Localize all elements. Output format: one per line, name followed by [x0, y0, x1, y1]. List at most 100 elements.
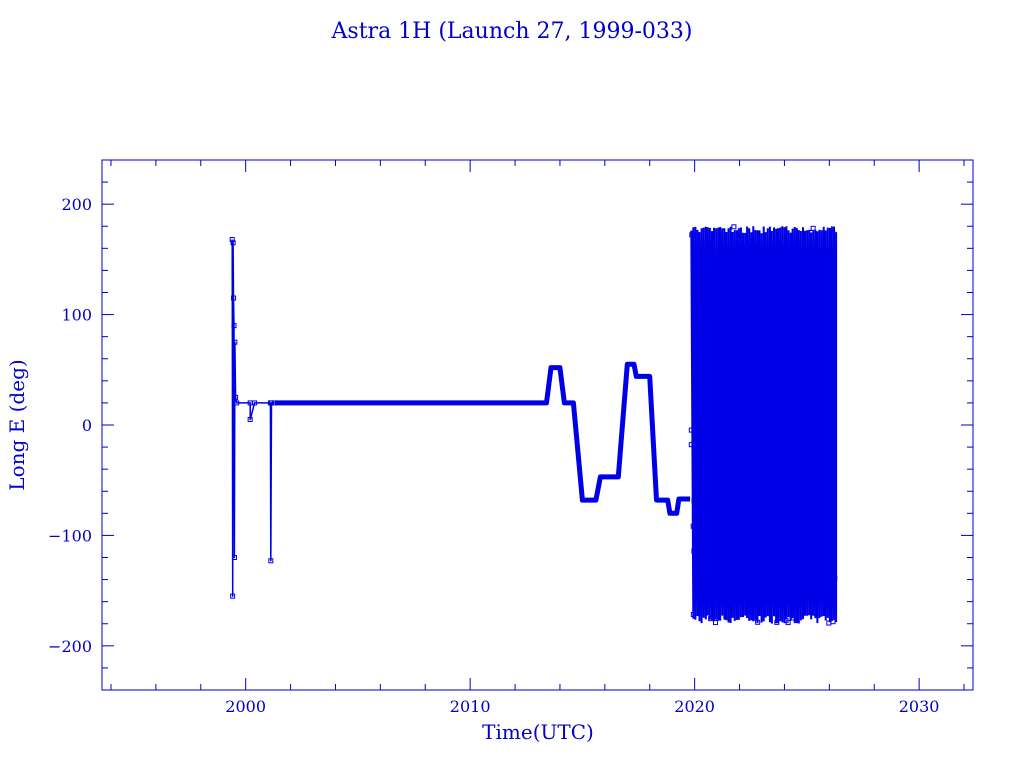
data-point	[797, 253, 803, 259]
data-point	[746, 418, 752, 424]
data-point	[757, 408, 763, 414]
data-point	[812, 609, 818, 615]
data-point	[808, 229, 814, 235]
data-point	[692, 423, 698, 429]
data-point	[796, 275, 802, 281]
data-point	[746, 513, 752, 519]
data-point	[701, 565, 707, 571]
data-point	[786, 583, 792, 589]
data-point	[772, 366, 778, 372]
data-point	[771, 535, 777, 541]
data-point	[695, 308, 701, 314]
data-point	[801, 345, 807, 351]
data-point	[828, 379, 834, 385]
data-point	[830, 619, 836, 625]
data-point	[798, 538, 804, 544]
data-point	[721, 396, 727, 402]
data-point	[772, 322, 778, 328]
data-point	[773, 237, 779, 243]
data-point	[723, 413, 729, 419]
data-point	[758, 498, 764, 504]
data-point	[820, 410, 826, 416]
data-point	[767, 600, 773, 606]
data-point	[740, 460, 746, 466]
data-point	[703, 457, 709, 463]
data-point	[817, 484, 823, 490]
data-point	[724, 524, 730, 530]
data-point	[706, 497, 712, 503]
data-point	[809, 324, 815, 330]
data-point	[826, 500, 832, 506]
data-point	[723, 334, 729, 340]
data-point	[745, 608, 751, 614]
data-point	[774, 619, 780, 625]
data-point	[810, 583, 816, 589]
data-point	[700, 564, 706, 570]
data-point	[691, 548, 697, 554]
data-point	[816, 356, 822, 362]
data-point	[724, 429, 730, 435]
data-point	[707, 339, 713, 345]
data-point	[804, 485, 810, 491]
data-point	[689, 232, 695, 238]
data-point	[268, 400, 274, 406]
data-point	[738, 529, 744, 535]
data-point	[693, 397, 699, 403]
data-point	[701, 499, 707, 505]
y-tick-label: −100	[48, 526, 92, 545]
data-point	[761, 319, 767, 325]
data-point	[808, 550, 814, 556]
data-point	[819, 334, 825, 340]
data-point	[758, 521, 764, 527]
y-axis-label: Long E (deg)	[5, 359, 29, 490]
data-point	[747, 421, 753, 427]
data-point	[778, 581, 784, 587]
data-point	[697, 326, 703, 332]
data-point	[234, 400, 240, 406]
data-point	[790, 615, 796, 621]
data-point	[735, 557, 741, 563]
data-point	[810, 242, 816, 248]
data-point	[696, 481, 702, 487]
data-point	[744, 245, 750, 251]
data-point	[708, 296, 714, 302]
data-point	[728, 388, 734, 394]
data-point	[229, 237, 235, 242]
data-point	[706, 466, 712, 472]
data-point	[755, 619, 761, 625]
data-point	[721, 245, 727, 251]
data-point	[777, 596, 783, 602]
data-point	[716, 307, 722, 313]
data-point	[731, 224, 737, 230]
data-point	[751, 354, 757, 360]
data-point	[723, 555, 729, 561]
data-point	[702, 386, 708, 392]
data-point	[752, 402, 758, 408]
data-point	[733, 254, 739, 260]
data-point	[755, 277, 761, 283]
data-point	[746, 273, 752, 279]
data-point	[759, 584, 765, 590]
data-point	[756, 521, 762, 527]
data-point	[769, 297, 775, 303]
data-point	[732, 260, 738, 266]
data-point	[823, 530, 829, 536]
data-point	[690, 523, 696, 529]
data-point	[688, 442, 694, 448]
data-point	[777, 573, 783, 579]
data-point	[803, 339, 809, 345]
data-point	[705, 490, 711, 496]
data-point	[740, 521, 746, 527]
series-line-drift	[690, 226, 838, 624]
data-point	[794, 557, 800, 563]
data-point	[765, 246, 771, 252]
data-point	[802, 510, 808, 516]
data-point	[746, 508, 752, 514]
data-point	[738, 370, 744, 376]
data-point	[773, 358, 779, 364]
x-tick-label: 2010	[450, 697, 491, 716]
data-point	[752, 586, 758, 592]
data-point	[230, 240, 236, 246]
x-tick-labels: 2000 2010 2020 2030	[225, 697, 939, 716]
